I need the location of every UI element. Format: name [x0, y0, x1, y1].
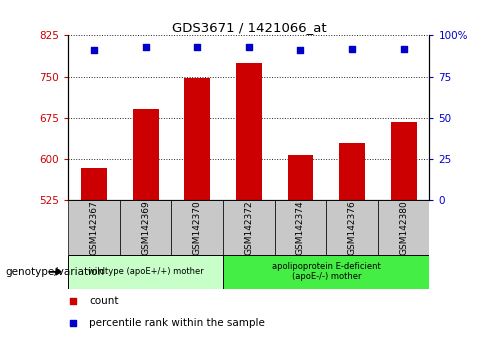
- Text: GSM142380: GSM142380: [399, 200, 408, 255]
- Point: [69, 320, 77, 326]
- Bar: [81, 168, 107, 200]
- Text: GSM142374: GSM142374: [296, 200, 305, 255]
- Title: GDS3671 / 1421066_at: GDS3671 / 1421066_at: [172, 21, 326, 34]
- Bar: [171, 200, 223, 255]
- Bar: [120, 200, 171, 255]
- Text: count: count: [89, 296, 119, 307]
- Text: GSM142376: GSM142376: [347, 200, 357, 255]
- Text: GSM142367: GSM142367: [90, 200, 99, 255]
- Text: percentile rank within the sample: percentile rank within the sample: [89, 318, 265, 328]
- Bar: [133, 109, 159, 200]
- Bar: [68, 200, 120, 255]
- Bar: [275, 200, 326, 255]
- Point: [142, 44, 150, 50]
- Text: genotype/variation: genotype/variation: [5, 267, 104, 277]
- Point: [297, 47, 305, 53]
- Text: GSM142369: GSM142369: [141, 200, 150, 255]
- Bar: [223, 255, 429, 289]
- Text: wildtype (apoE+/+) mother: wildtype (apoE+/+) mother: [88, 267, 203, 276]
- Text: GSM142372: GSM142372: [244, 200, 253, 255]
- Bar: [223, 200, 275, 255]
- Bar: [326, 200, 378, 255]
- Point: [348, 46, 356, 51]
- Bar: [339, 143, 365, 200]
- Point: [193, 44, 201, 50]
- Bar: [287, 155, 313, 200]
- Bar: [184, 78, 210, 200]
- Point: [245, 44, 253, 50]
- Text: apolipoprotein E-deficient
(apoE-/-) mother: apolipoprotein E-deficient (apoE-/-) mot…: [272, 262, 381, 281]
- Bar: [378, 200, 429, 255]
- Point: [400, 46, 407, 51]
- Bar: [391, 121, 417, 200]
- Point: [69, 298, 77, 304]
- Bar: [68, 255, 223, 289]
- Bar: [236, 63, 262, 200]
- Point: [90, 47, 98, 53]
- Text: GSM142370: GSM142370: [193, 200, 202, 255]
